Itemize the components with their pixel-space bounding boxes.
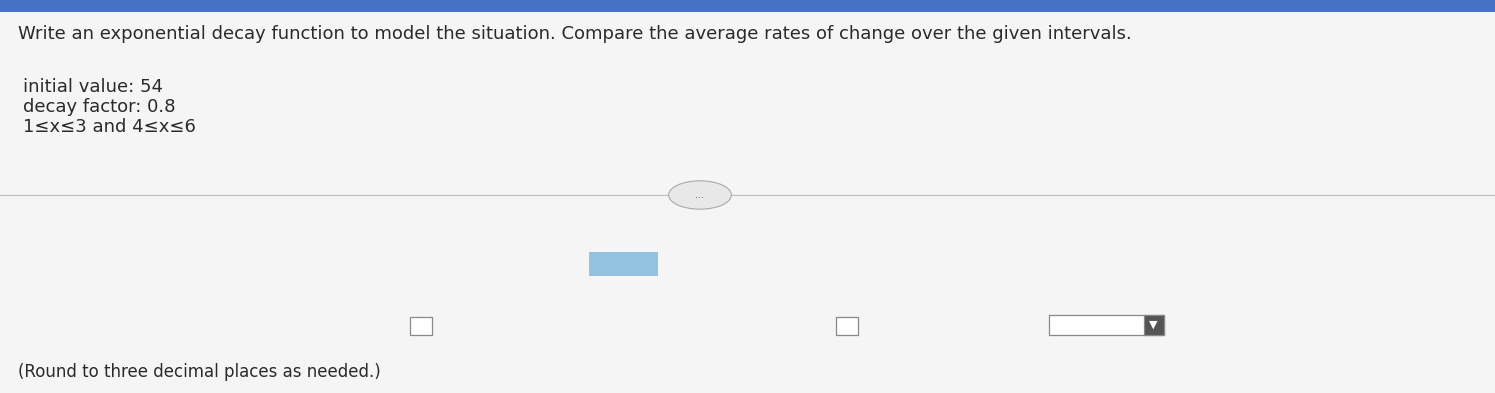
Text: ...: ...: [695, 190, 704, 200]
Text: The exponential decay function to model the situation is f(x) =: The exponential decay function to model …: [18, 255, 591, 273]
Text: x: x: [658, 258, 665, 272]
Text: . The rate of change: . The rate of change: [858, 318, 1046, 336]
Text: as x increases.: as x increases.: [1169, 318, 1308, 336]
Text: . The average rate of change over 4≤x≤6 is: . The average rate of change over 4≤x≤6 …: [432, 318, 836, 336]
Text: The average rate of change over 1≤x≤3 is: The average rate of change over 1≤x≤3 is: [18, 318, 410, 336]
Text: 54(0.8): 54(0.8): [591, 255, 656, 273]
Text: ▼: ▼: [1150, 320, 1157, 330]
Text: (Round to three decimal places as needed.): (Round to three decimal places as needed…: [18, 363, 381, 381]
Text: decay factor: 0.8: decay factor: 0.8: [22, 98, 175, 116]
Text: initial value: 54: initial value: 54: [22, 78, 163, 96]
Text: Write an exponential decay function to model the situation. Compare the average : Write an exponential decay function to m…: [18, 25, 1132, 43]
Text: 1≤x≤3 and 4≤x≤6: 1≤x≤3 and 4≤x≤6: [22, 118, 196, 136]
Text: .: .: [667, 255, 673, 273]
